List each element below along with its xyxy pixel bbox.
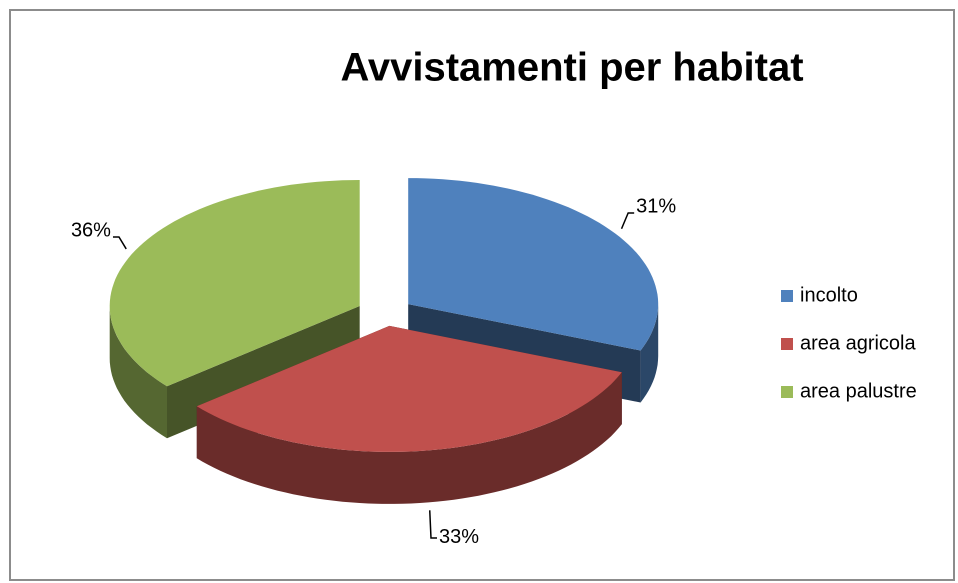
slice bbox=[196, 325, 622, 452]
legend-label: area agricola bbox=[800, 332, 917, 354]
leader-line bbox=[620, 212, 635, 230]
chart-title: Avvistamenti per habitat bbox=[340, 46, 803, 90]
legend-swatch bbox=[781, 290, 793, 302]
slice-wall bbox=[109, 306, 167, 439]
data-label: 33% bbox=[439, 526, 479, 548]
slice-wall bbox=[640, 304, 659, 403]
legend-swatch bbox=[781, 386, 793, 398]
legend-label: area palustre bbox=[800, 380, 917, 402]
data-label: 36% bbox=[71, 219, 111, 241]
leader-line bbox=[428, 510, 437, 539]
pie: 31% 33% 36% bbox=[71, 178, 676, 548]
legend-label: incolto bbox=[800, 284, 858, 306]
leader-line bbox=[112, 236, 127, 250]
legend-swatch bbox=[781, 338, 793, 350]
slice-wall bbox=[196, 372, 622, 504]
data-label: 31% bbox=[636, 195, 676, 217]
legend: incolto area agricola area palustre bbox=[781, 284, 917, 402]
slice bbox=[408, 178, 659, 351]
slice bbox=[109, 180, 360, 387]
